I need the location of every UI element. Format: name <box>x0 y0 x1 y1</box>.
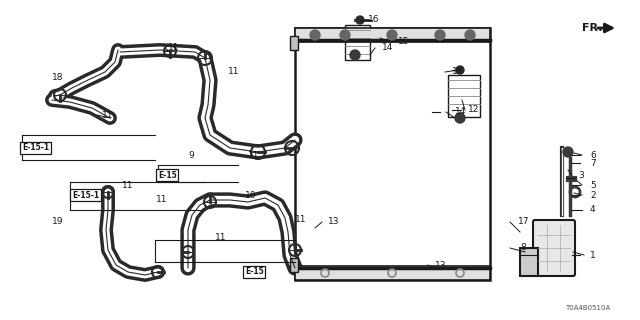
Text: 10: 10 <box>245 190 257 199</box>
Text: 6: 6 <box>590 150 596 159</box>
Circle shape <box>455 113 465 123</box>
Bar <box>295 28 490 42</box>
Text: FR.: FR. <box>582 23 602 33</box>
Text: 1: 1 <box>590 251 596 260</box>
Circle shape <box>356 16 364 24</box>
Bar <box>295 266 490 280</box>
Text: 2: 2 <box>590 190 596 199</box>
Text: 7: 7 <box>590 158 596 167</box>
Text: 11: 11 <box>102 110 113 119</box>
Bar <box>295 28 490 280</box>
Bar <box>520 248 538 276</box>
Text: 11: 11 <box>168 44 179 52</box>
Text: 5: 5 <box>590 180 596 189</box>
Text: 15: 15 <box>398 37 410 46</box>
Circle shape <box>563 147 573 157</box>
Text: 8: 8 <box>520 244 525 252</box>
Circle shape <box>310 30 320 40</box>
Text: 11: 11 <box>228 68 239 76</box>
Text: 18: 18 <box>52 74 63 83</box>
Bar <box>290 36 298 50</box>
Text: 11: 11 <box>156 196 168 204</box>
Circle shape <box>387 30 397 40</box>
Text: E-15: E-15 <box>158 171 177 180</box>
Text: 11: 11 <box>248 150 259 159</box>
Text: 11: 11 <box>215 234 227 243</box>
Text: T0A4B0510A: T0A4B0510A <box>565 305 611 311</box>
FancyBboxPatch shape <box>533 220 575 276</box>
Text: 9: 9 <box>188 150 194 159</box>
Text: 16: 16 <box>452 68 463 76</box>
Text: 11: 11 <box>122 180 134 189</box>
Text: 4: 4 <box>590 205 596 214</box>
Bar <box>448 75 480 117</box>
Text: E-15-1: E-15-1 <box>72 190 99 199</box>
Text: 13: 13 <box>328 218 339 227</box>
Bar <box>290 258 298 272</box>
Text: 17: 17 <box>518 218 529 227</box>
Circle shape <box>350 50 360 60</box>
Text: 3: 3 <box>578 171 584 180</box>
Bar <box>345 25 370 60</box>
Circle shape <box>340 30 350 40</box>
Text: 11: 11 <box>295 215 307 225</box>
Text: 12: 12 <box>468 106 479 115</box>
Circle shape <box>435 30 445 40</box>
Text: 14: 14 <box>455 108 467 116</box>
Circle shape <box>465 30 475 40</box>
Text: 16: 16 <box>368 15 380 25</box>
Text: 19: 19 <box>52 218 63 227</box>
Text: E-15-1: E-15-1 <box>22 143 49 153</box>
Text: E-15: E-15 <box>245 268 264 276</box>
Circle shape <box>456 66 464 74</box>
Text: 13: 13 <box>435 260 447 269</box>
Text: 14: 14 <box>382 44 394 52</box>
